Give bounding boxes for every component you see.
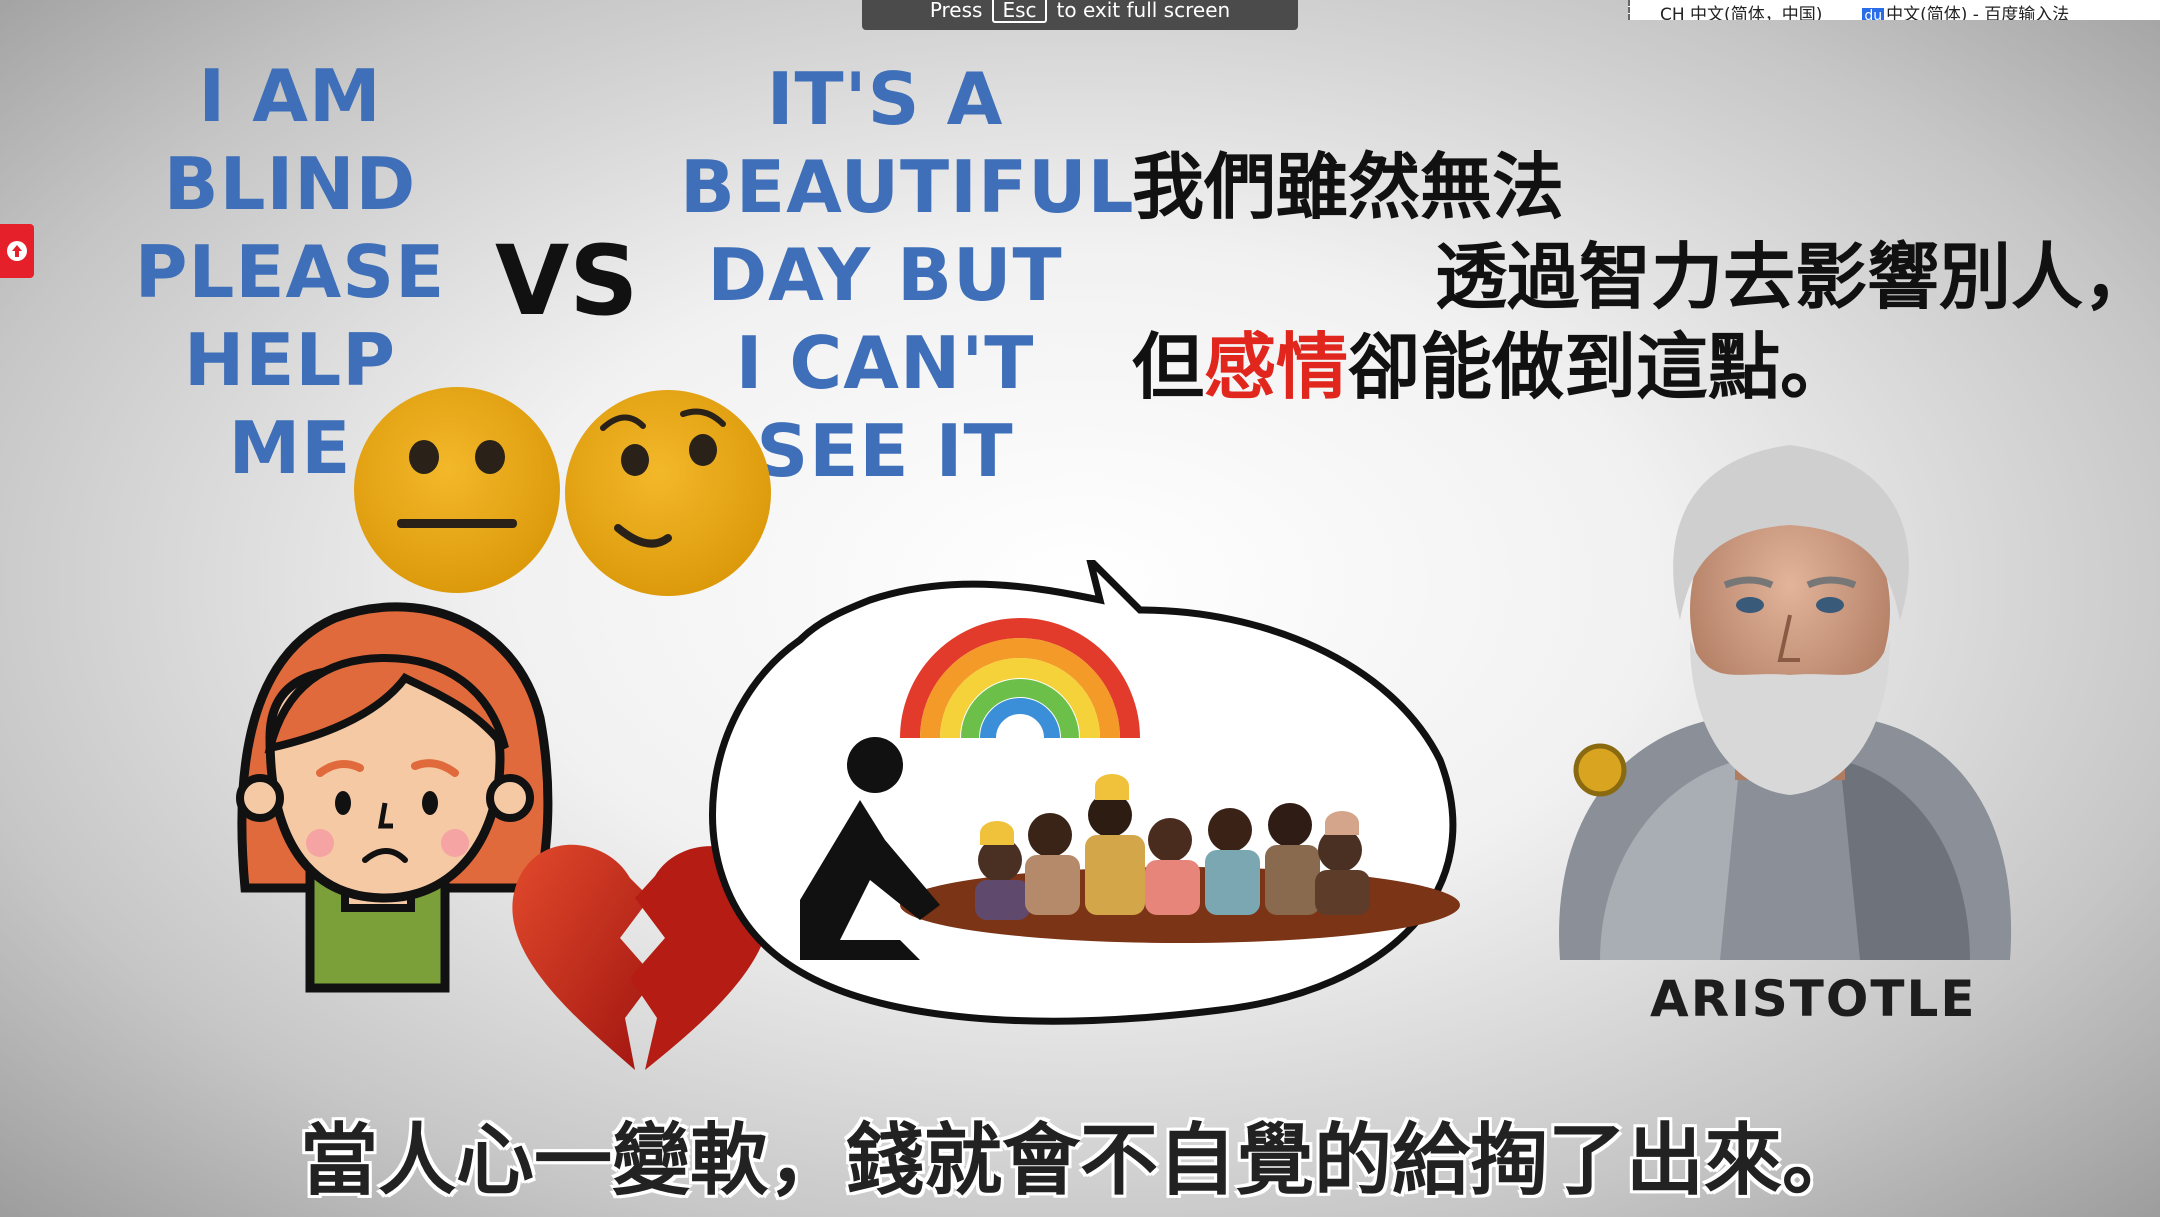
esc-key-badge[interactable]: Esc [992, 0, 1047, 23]
sign-line: DAY BUT [707, 233, 1063, 317]
ime-name: 中文(简体) - 百度输入法 [1886, 5, 2070, 20]
sign-line: IT'S A [766, 57, 1004, 141]
ime-locale[interactable]: CH 中文(简体，中国) [1660, 5, 1823, 20]
side-upload-button[interactable] [0, 224, 34, 278]
fullscreen-prefix: Press [929, 0, 983, 22]
fullscreen-suffix: to exit full screen [1056, 0, 1231, 22]
crowd-group [975, 774, 1370, 920]
sign-line: BLIND [163, 142, 417, 226]
quote-line-3: 但感情卻能做到這點。 [1132, 308, 1852, 413]
sign-line: I AM [198, 54, 382, 138]
quote-line-2: 透過智力去影響別人， [1435, 235, 2156, 319]
sign-line: SEE IT [756, 409, 1014, 493]
beautiful-day-sign-text: IT'S A BEAUTIFUL DAY BUT I CAN'T SEE IT [680, 55, 1135, 495]
upload-icon [7, 241, 27, 261]
ime-name-wrap[interactable]: du 中文(简体) - 百度输入法 [1862, 0, 2069, 20]
baidu-ime-icon: du [1862, 8, 1885, 20]
quote-highlight: 感情 [1204, 325, 1349, 409]
portrait-caption: ARISTOTLE [1650, 970, 1977, 1028]
helping-scene-bubble [709, 560, 1460, 1025]
quote-text: 但 [1132, 325, 1205, 409]
neutral-face-icon [354, 387, 560, 593]
video-subtitle: 當人心一變軟，錢就會不自覺的給掏了出來。 [299, 1116, 1860, 1206]
sign-line: HELP [183, 318, 397, 402]
sign-line: I CAN'T [735, 321, 1035, 405]
sign-line: BEAUTIFUL [680, 145, 1135, 229]
sign-line: PLEASE [134, 230, 446, 314]
ime-toolbar[interactable]: CH 中文(简体，中国) du 中文(简体) - 百度输入法 [1628, 0, 2160, 20]
sign-line: ME [228, 406, 352, 490]
quote-text: 卻能做到這點。 [1348, 325, 1853, 409]
smile-face-icon [565, 390, 771, 596]
blind-sign-text: I AM BLIND PLEASE HELP ME [130, 52, 450, 492]
vs-label: VS [495, 225, 639, 337]
aristotle-portrait [1559, 445, 2012, 960]
fullscreen-notice: Press Esc to exit full screen [862, 0, 1298, 30]
quote-line-1: 我們雖然無法 [1132, 145, 1565, 229]
sad-girl-illustration [236, 602, 553, 993]
